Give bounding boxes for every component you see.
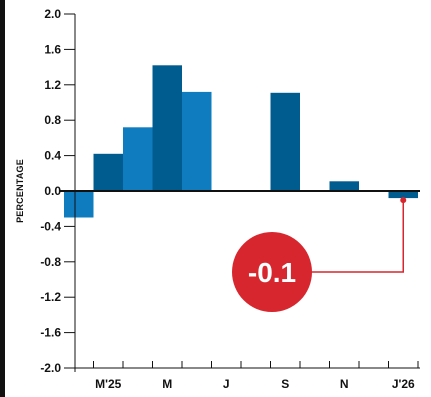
bar-12: [388, 191, 418, 199]
bar-1: [64, 191, 94, 218]
y-tick-label: -1.2: [40, 290, 61, 304]
y-tick-label: -1.6: [40, 326, 61, 340]
y-tick-label: -2.0: [40, 361, 61, 375]
callout-circle: [232, 232, 312, 312]
callout-leader-line: [310, 200, 404, 273]
y-tick-label: 2.0: [44, 7, 61, 21]
x-tick-label: S: [281, 377, 289, 391]
y-tick-label: 0.4: [44, 149, 61, 163]
bar-5: [182, 91, 212, 191]
callout-value: -0.1: [248, 257, 296, 288]
x-tick-label: J'26: [392, 377, 415, 391]
bar-8: [270, 92, 300, 191]
y-axis-title: PERCENTAGE: [15, 159, 25, 223]
y-tick-label: -0.8: [40, 255, 61, 269]
bar-3: [123, 127, 153, 191]
left-rule: [0, 0, 5, 397]
bar-10: [329, 181, 359, 191]
bar-2: [93, 153, 123, 191]
y-tick-label: 1.2: [44, 78, 61, 92]
callout-dot: [400, 197, 407, 204]
x-tick-label: M'25: [95, 377, 122, 391]
x-tick-label: N: [340, 377, 349, 391]
y-tick-label: 0.0: [44, 184, 61, 198]
x-tick-label: M: [162, 377, 172, 391]
y-tick-label: 0.8: [44, 113, 61, 127]
x-tick-label: J: [223, 377, 230, 391]
y-tick-label: -0.4: [40, 219, 61, 233]
y-tick-label: 1.6: [44, 42, 61, 56]
bar-4: [152, 65, 182, 191]
